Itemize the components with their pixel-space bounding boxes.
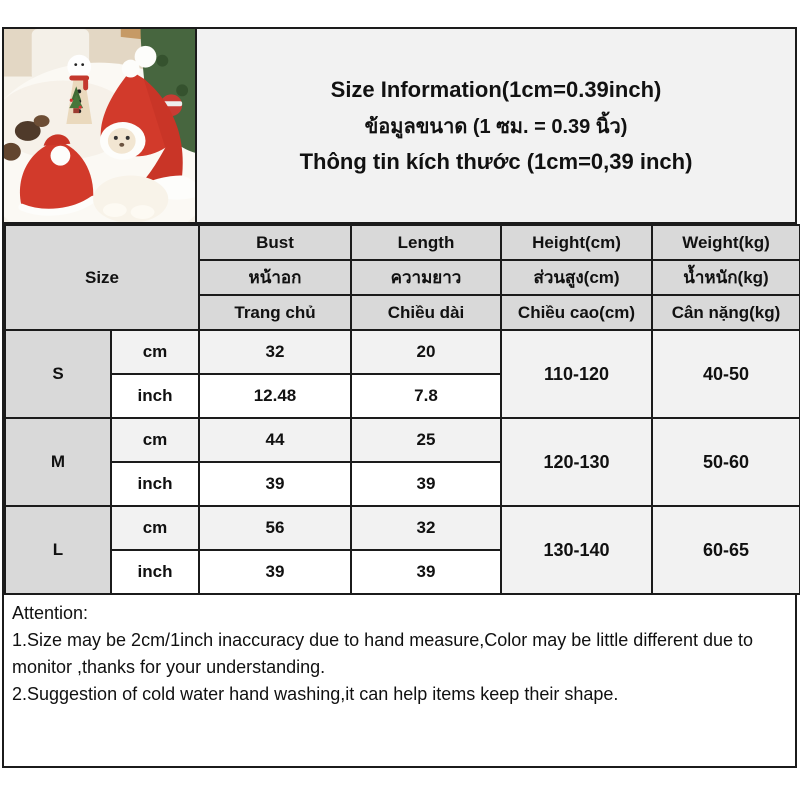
col-header-height-vi: Chiều cao(cm) [500,294,653,331]
col-header-bust-en: Bust [198,224,352,261]
unit-inch-label: inch [110,461,200,507]
s-length-inch: 7.8 [350,373,502,419]
unit-cm-label: cm [110,505,200,551]
table-header-row-vi: Trang chủ Chiều dài Chiều cao(cm) Cân nặ… [5,294,800,331]
table-header-row-th: หน้าอก ความยาว ส่วนสูง(cm) น้ำหนัก(kg) [5,259,800,296]
size-chart-sheet: Size Information(1cm=0.39inch) ข้อมูลขนา… [2,27,800,768]
size-l-label: L [4,505,112,595]
col-header-weight-th: น้ำหนัก(kg) [651,259,800,296]
size-m-label: M [4,417,112,507]
mini-tree-ornament [69,86,84,114]
unit-cm-label: cm [110,329,200,375]
l-weight-range: 60-65 [651,505,800,595]
size-header-cell: Size [4,224,200,331]
size-table: Size Bust Length Height(cm) Weight(kg) ห… [4,224,800,595]
pinecones [4,115,50,161]
col-header-length-th: ความยาว [350,259,502,296]
s-weight-range: 40-50 [651,329,800,419]
l-bust-cm: 56 [198,505,352,551]
col-header-height-en: Height(cm) [500,224,653,261]
product-photo-illustration [4,29,195,222]
l-bust-inch: 39 [198,549,352,595]
col-header-length-vi: Chiều dài [350,294,502,331]
header-section: Size Information(1cm=0.39inch) ข้อมูลขนา… [4,29,795,224]
l-length-inch: 39 [350,549,502,595]
table-row-m-cm: M cm 44 25 120-130 50-60 [4,417,800,507]
col-header-height-th: ส่วนสูง(cm) [500,259,653,296]
title-thai: ข้อมูลขนาด (1 ซม. = 0.39 นิ้ว) [364,115,628,138]
unit-cm-label: cm [110,417,200,463]
table-row-l-cm: L cm 56 32 130-140 60-65 [4,505,800,595]
m-weight-range: 50-60 [651,417,800,507]
table-row-s-cm: S cm 32 20 110-120 40-50 [4,329,800,419]
attention-note-1: 1.Size may be 2cm/1inch inaccuracy due t… [12,630,754,677]
title-english: Size Information(1cm=0.39inch) [330,76,662,102]
l-length-cm: 32 [350,505,502,551]
table-header-row-en: Size Bust Length Height(cm) Weight(kg) [4,224,800,331]
pet-in-santa-hood [93,59,195,222]
col-header-weight-en: Weight(kg) [651,224,800,261]
s-bust-inch: 12.48 [198,373,352,419]
title-block: Size Information(1cm=0.39inch) ข้อมูลขนา… [197,29,795,222]
col-header-weight-vi: Cân nặng(kg) [651,294,800,331]
attention-note-2: 2.Suggestion of cold water hand washing,… [12,684,619,704]
s-height-range: 110-120 [500,329,653,419]
m-bust-inch: 39 [198,461,352,507]
s-length-cm: 20 [350,329,502,375]
m-length-cm: 25 [350,417,502,463]
m-bust-cm: 44 [198,417,352,463]
col-header-bust-vi: Trang chủ [198,294,352,331]
s-bust-cm: 32 [198,329,352,375]
m-length-inch: 39 [350,461,502,507]
attention-section: Attention: 1.Size may be 2cm/1inch inacc… [4,595,795,766]
santa-cape-left [18,134,97,216]
size-s-label: S [4,329,112,419]
table-row-m-inch: inch 39 39 [5,461,800,507]
l-height-range: 130-140 [500,505,653,595]
m-height-range: 120-130 [500,417,653,507]
col-header-bust-th: หน้าอก [198,259,352,296]
unit-inch-label: inch [110,549,200,595]
product-photo [4,29,197,222]
table-row-s-inch: inch 12.48 7.8 [5,373,800,419]
col-header-length-en: Length [350,224,502,261]
table-row-l-inch: inch 39 39 [5,549,800,595]
unit-inch-label: inch [110,373,200,419]
title-vietnamese: Thông tin kích thước (1cm=0,39 inch) [299,148,693,174]
attention-heading: Attention: [12,603,89,623]
